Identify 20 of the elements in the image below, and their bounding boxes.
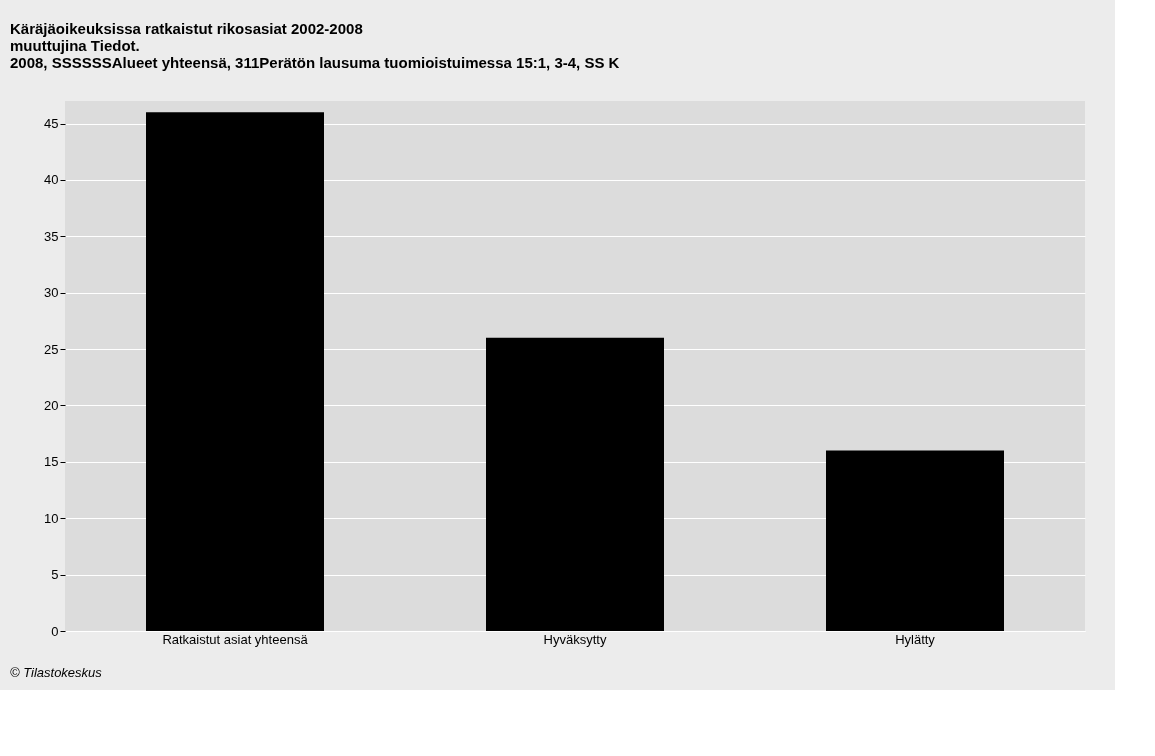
x-tick-label: Hylätty [895, 631, 936, 647]
y-tick-label: 5 [51, 567, 59, 583]
y-tick-label: 25 [44, 341, 59, 357]
text: © Tilastokeskus [10, 665, 103, 680]
y-tick-label: 40 [44, 172, 59, 188]
y-tick-label: 45 [44, 116, 59, 132]
bar [486, 337, 664, 631]
x-tick-label: Ratkaistut asiat yhteensä [162, 631, 309, 647]
y-tick-label: 0 [51, 623, 59, 639]
y-tick-label: 20 [44, 397, 59, 413]
text: Käräjäoikeuksissa ratkaistut rikosasiat 2002-2008 [10, 20, 363, 37]
y-tick-label: 35 [44, 228, 59, 244]
y-tick-label: 15 [44, 454, 59, 470]
y-tick-label: 30 [44, 285, 59, 301]
x-tick-label: Hyväksytty [543, 631, 607, 647]
y-tick-label: 10 [44, 510, 59, 526]
bar [146, 112, 324, 631]
bar [826, 450, 1004, 631]
text: 2008, SSSSSSAlueet yhteensä, 311Perätön lausuma tuomioistuimessa 15:1, 3-4, SS K [10, 54, 620, 71]
text: muuttujina Tiedot. [10, 37, 140, 54]
